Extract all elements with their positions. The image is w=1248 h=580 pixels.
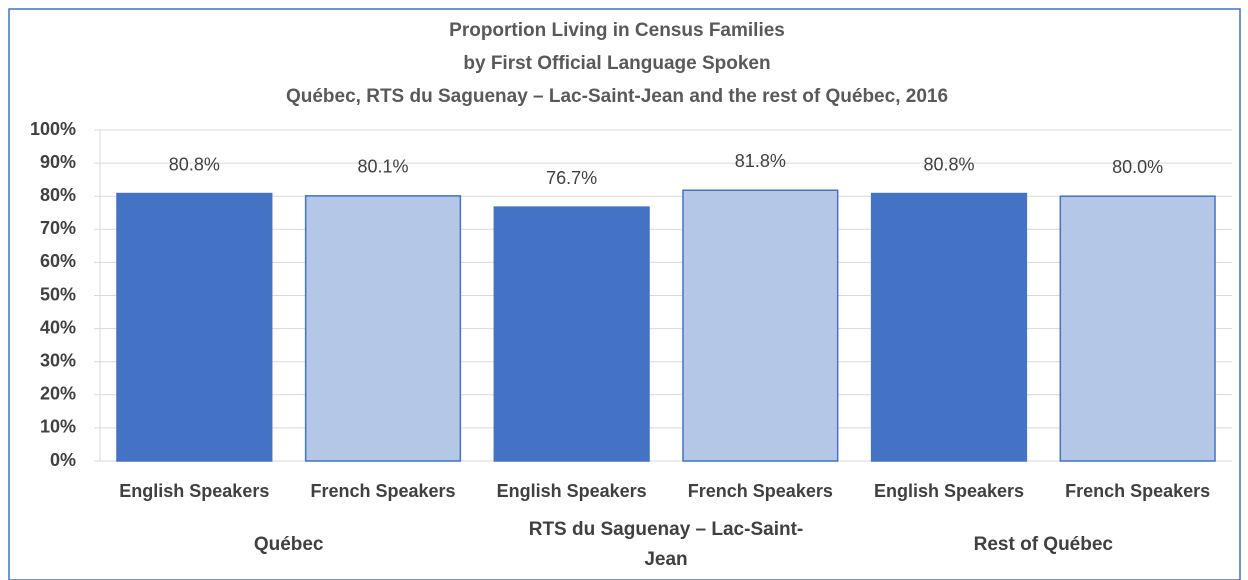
data-label: 80.1% [357,157,408,177]
bar [1059,195,1216,462]
y-tick-label: 70% [40,218,76,238]
y-tick-label: 30% [40,350,76,370]
chart-title: Québec, RTS du Saguenay – Lac-Saint-Jean… [286,86,948,107]
data-label: 80.0% [1112,157,1163,177]
y-tick-label: 0% [50,450,76,470]
group-label: RTS du Saguenay – Lac-Saint-Jean [528,519,804,570]
y-tick-label: 20% [40,384,76,404]
data-label: 76.7% [546,168,597,188]
y-tick-label: 100% [30,119,76,139]
bar [682,189,839,462]
bar [493,206,650,462]
y-tick-label: 10% [40,417,76,437]
x-tick-label: English Speakers [874,481,1024,501]
group-label: Québec [253,534,324,555]
data-label: 80.8% [923,154,974,174]
chart-title: Proportion Living in Census Families [449,20,785,41]
x-tick-label: English Speakers [497,481,647,501]
y-tick-label: 50% [40,284,76,304]
y-tick-label: 90% [40,152,76,172]
y-tick-label: 60% [40,251,76,271]
x-tick-label: French Speakers [1065,481,1210,501]
y-tick-label: 80% [40,185,76,205]
data-label: 80.8% [169,154,220,174]
x-tick-label: French Speakers [688,481,833,501]
bar [116,192,273,462]
x-tick-label: French Speakers [310,481,455,501]
bar [870,192,1028,462]
y-tick-label: 40% [40,317,76,337]
data-label: 81.8% [735,151,786,171]
bar [304,195,462,462]
chart-title: by First Official Language Spoken [463,53,770,74]
group-label: Rest of Québec [973,534,1113,555]
x-tick-label: English Speakers [119,481,269,501]
